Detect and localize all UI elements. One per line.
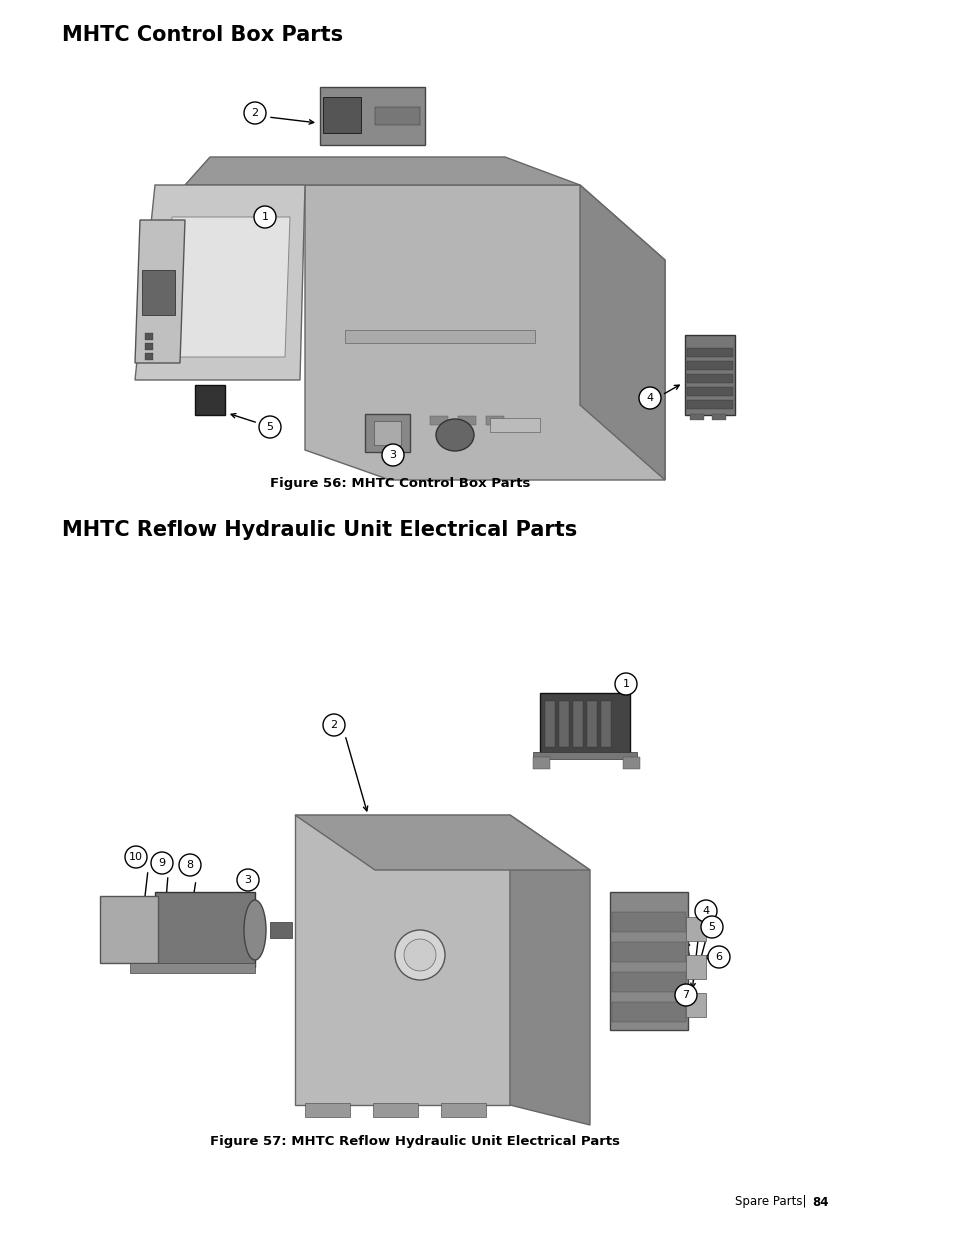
Text: 3: 3 [244,876,252,885]
Text: MHTC Control Box Parts: MHTC Control Box Parts [62,25,343,44]
Text: 1: 1 [622,679,629,689]
Polygon shape [510,815,589,1125]
Circle shape [179,853,201,876]
Bar [145,343,152,350]
Bar [600,701,610,747]
Bar [345,330,535,343]
Bar [365,414,410,452]
Bar [686,387,732,396]
Polygon shape [185,157,579,185]
Bar [130,963,254,973]
Text: 84: 84 [811,1195,827,1209]
Bar [685,955,705,979]
Ellipse shape [436,419,474,451]
Text: 6: 6 [715,952,721,962]
Bar [305,1103,350,1116]
Bar [686,374,732,383]
Text: 10: 10 [129,852,143,862]
Bar [711,414,725,420]
Text: Figure 56: MHTC Control Box Parts: Figure 56: MHTC Control Box Parts [270,477,530,490]
Bar [586,701,597,747]
Polygon shape [135,220,185,363]
Text: 4: 4 [646,393,653,403]
Bar [684,335,734,415]
Bar [145,333,152,340]
Circle shape [395,930,444,981]
Text: 5: 5 [708,923,715,932]
Polygon shape [579,185,664,480]
Text: 2: 2 [330,720,337,730]
Circle shape [258,416,281,438]
Bar [154,892,254,967]
Bar [612,942,685,962]
Polygon shape [135,185,305,380]
Bar [145,353,152,359]
Text: 9: 9 [158,858,166,868]
Bar [539,693,629,755]
Polygon shape [168,217,290,357]
Polygon shape [305,185,664,480]
Text: 4: 4 [701,906,709,916]
Text: 5: 5 [266,422,274,432]
Circle shape [675,984,697,1007]
Text: 2: 2 [252,107,258,119]
Bar [686,361,732,370]
Bar [622,757,639,769]
Bar [457,416,476,425]
Circle shape [236,869,258,890]
Bar [609,892,687,1030]
Text: 1: 1 [261,212,268,222]
Bar [319,86,424,144]
Bar [612,911,685,932]
Circle shape [707,946,729,968]
Text: 3: 3 [389,450,396,459]
Bar [194,385,225,415]
Bar [100,897,158,963]
Circle shape [639,387,660,409]
Circle shape [253,206,275,228]
Circle shape [700,916,722,939]
Bar [323,98,360,133]
Polygon shape [294,815,510,1105]
Bar [375,107,419,125]
Bar [612,1002,685,1023]
Bar [485,416,503,425]
Bar [573,701,582,747]
Bar [533,757,550,769]
Bar [685,918,705,941]
Circle shape [615,673,637,695]
Circle shape [323,714,345,736]
Circle shape [403,939,436,971]
Text: 7: 7 [681,990,689,1000]
Bar [490,417,539,432]
Bar [373,1103,417,1116]
Circle shape [151,852,172,874]
Circle shape [695,900,717,923]
Text: Spare Parts|: Spare Parts| [734,1195,809,1209]
Bar [689,414,703,420]
Bar [558,701,568,747]
Circle shape [381,445,403,466]
Text: 8: 8 [186,860,193,869]
Polygon shape [294,815,589,869]
Bar [685,993,705,1016]
Ellipse shape [244,900,266,960]
Bar [430,416,448,425]
Bar [374,421,400,445]
Text: Figure 57: MHTC Reflow Hydraulic Unit Electrical Parts: Figure 57: MHTC Reflow Hydraulic Unit El… [210,1135,619,1149]
Bar [612,972,685,992]
Circle shape [125,846,147,868]
Bar [533,752,637,760]
Bar [686,348,732,357]
Bar [544,701,555,747]
Bar [440,1103,485,1116]
Bar [142,270,174,315]
Bar [686,400,732,409]
Bar [270,923,292,939]
Circle shape [244,103,266,124]
Text: MHTC Reflow Hydraulic Unit Electrical Parts: MHTC Reflow Hydraulic Unit Electrical Pa… [62,520,577,540]
